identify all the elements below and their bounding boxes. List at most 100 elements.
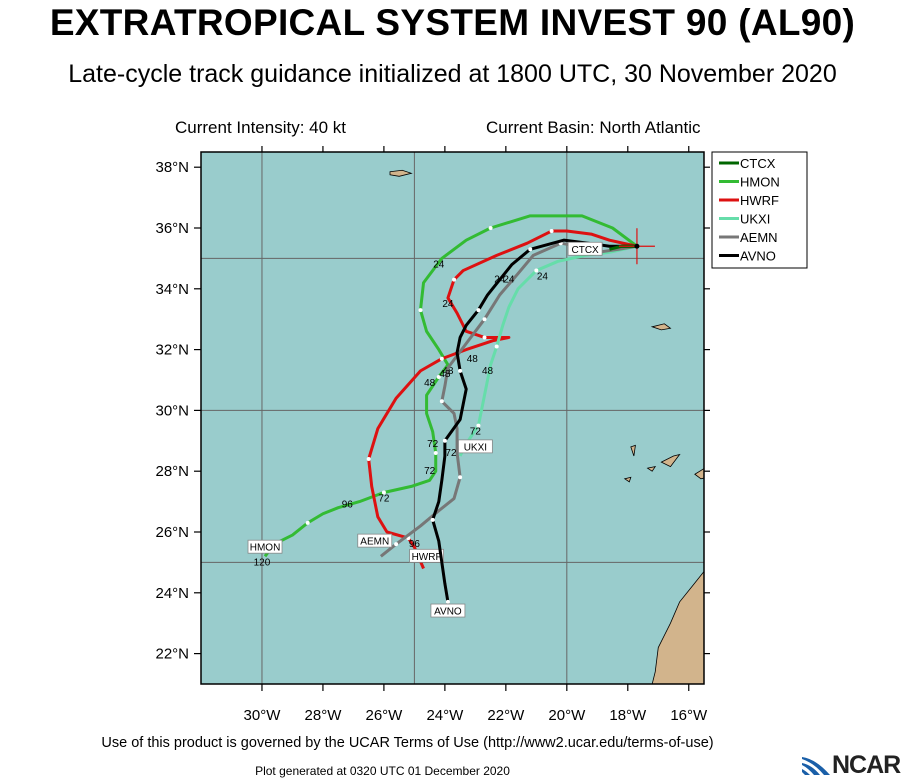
x-tick-label: 20°W bbox=[548, 707, 586, 724]
page-subtitle: Late-cycle track guidance initialized at… bbox=[68, 60, 837, 88]
track-point bbox=[476, 423, 481, 428]
x-tick-label: 16°W bbox=[670, 707, 708, 724]
track-end-label-box bbox=[430, 603, 466, 618]
forecast-hour-label: 24 bbox=[537, 272, 549, 283]
madeira-island bbox=[650, 323, 672, 331]
map-frame bbox=[200, 151, 705, 685]
track-point bbox=[366, 457, 371, 462]
tenerife-island bbox=[660, 453, 681, 468]
track-point bbox=[430, 517, 435, 522]
track-point bbox=[482, 317, 487, 322]
page-title: EXTRATROPICAL SYSTEM INVEST 90 (AL90) bbox=[49, 2, 856, 43]
track-point bbox=[305, 520, 310, 525]
africa-coast bbox=[651, 570, 704, 684]
track-point bbox=[482, 335, 487, 340]
track-end-label-aemn: AEMN bbox=[360, 537, 389, 548]
y-tick-label: 36°N bbox=[155, 220, 189, 237]
forecast-hour-label: 48 bbox=[439, 369, 451, 380]
y-tick-label: 24°N bbox=[155, 585, 189, 602]
track-point bbox=[488, 226, 493, 230]
y-tick-label: 26°N bbox=[155, 524, 189, 541]
track-end-label-ukxi: UKXI bbox=[464, 442, 487, 453]
track-end-label-ctcx: CTCX bbox=[571, 245, 599, 256]
hierro-island bbox=[623, 476, 632, 483]
track-point bbox=[534, 268, 539, 273]
track-point bbox=[433, 450, 438, 455]
track-point bbox=[439, 399, 444, 404]
track-hmon bbox=[263, 214, 638, 558]
forecast-hour-label: 96 bbox=[409, 539, 421, 550]
x-tick-label: 18°W bbox=[609, 707, 647, 724]
track-end-label-box bbox=[409, 548, 444, 563]
x-tick-label: 30°W bbox=[244, 707, 282, 724]
track-end-label-box bbox=[247, 539, 283, 554]
track-point bbox=[394, 542, 399, 547]
y-tick-label: 28°N bbox=[155, 463, 189, 480]
forecast-hour-label: 72 bbox=[445, 448, 457, 459]
track-point bbox=[445, 599, 450, 604]
track-point bbox=[494, 344, 499, 349]
legend-label-ctcx: CTCX bbox=[740, 156, 776, 171]
x-tick-label: 26°W bbox=[365, 707, 403, 724]
track-point bbox=[528, 247, 533, 252]
y-tick-label: 32°N bbox=[155, 342, 189, 359]
forecast-hour-label: 24 bbox=[503, 275, 515, 286]
terms-of-use: Use of this product is governed by the U… bbox=[101, 735, 714, 751]
track-point bbox=[549, 229, 554, 234]
forecast-hour-label: 48 bbox=[467, 354, 479, 365]
plot-time: Plot generated at 0320 UTC 01 December 2… bbox=[255, 764, 510, 778]
forecast-hour-label: 24 bbox=[433, 260, 445, 271]
ncar-logo-icon bbox=[802, 757, 830, 775]
legend-box bbox=[711, 151, 808, 269]
legend-label-hwrf: HWRF bbox=[740, 193, 779, 208]
forecast-hour-label: 72 bbox=[378, 494, 390, 505]
legend-label-ukxi: UKXI bbox=[740, 212, 770, 227]
track-point bbox=[436, 374, 441, 379]
track-end-label-hmon: HMON bbox=[250, 543, 281, 554]
forecast-hour-label: 48 bbox=[482, 366, 494, 377]
legend-label-hmon: HMON bbox=[740, 175, 780, 190]
x-tick-label: 24°W bbox=[426, 707, 464, 724]
track-avno bbox=[431, 238, 637, 618]
track-point bbox=[476, 308, 481, 313]
track-end-label-avno: AVNO bbox=[434, 607, 462, 618]
current-position-marker bbox=[634, 243, 640, 249]
current-intensity: Current Intensity: 40 kt bbox=[175, 118, 347, 137]
track-point bbox=[442, 438, 447, 443]
y-tick-label: 30°N bbox=[155, 402, 189, 419]
x-tick-label: 22°W bbox=[487, 707, 525, 724]
gran-canaria-island bbox=[694, 468, 704, 480]
track-end-label-box bbox=[357, 533, 393, 548]
track-point bbox=[418, 308, 423, 313]
ncar-logo-text: NCAR bbox=[832, 751, 901, 779]
forecast-hour-label: 72 bbox=[424, 466, 436, 477]
track-point bbox=[381, 490, 386, 495]
track-point bbox=[458, 475, 463, 480]
x-tick-label: 28°W bbox=[305, 707, 343, 724]
track-point bbox=[439, 356, 444, 361]
y-tick-label: 34°N bbox=[155, 281, 189, 298]
y-tick-label: 22°N bbox=[155, 646, 189, 663]
forecast-hour-label: 72 bbox=[427, 439, 439, 450]
track-end-label-box bbox=[567, 241, 603, 256]
track-hwrf bbox=[367, 229, 638, 570]
gomera-island bbox=[646, 466, 657, 472]
current-basin: Current Basin: North Atlantic bbox=[486, 118, 701, 137]
forecast-hour-label: 24 bbox=[442, 299, 454, 310]
forecast-hour-label: 96 bbox=[342, 500, 354, 511]
ocean-area bbox=[201, 152, 704, 684]
forecast-hour-label: 48 bbox=[424, 378, 436, 389]
legend-label-avno: AVNO bbox=[740, 249, 776, 264]
track-point bbox=[458, 368, 463, 373]
la-palma-island bbox=[630, 444, 636, 457]
track-point bbox=[452, 277, 457, 282]
track-end-label-hwrf: HWRF bbox=[412, 552, 442, 563]
azores-island bbox=[389, 169, 413, 177]
forecast-hour-label: 24 bbox=[494, 275, 506, 286]
legend-label-aemn: AEMN bbox=[740, 230, 778, 245]
forecast-hour-label: 120 bbox=[254, 557, 271, 568]
y-tick-label: 38°N bbox=[155, 159, 189, 176]
forecast-hour-label: 72 bbox=[470, 427, 482, 438]
track-ukxi bbox=[458, 244, 638, 457]
